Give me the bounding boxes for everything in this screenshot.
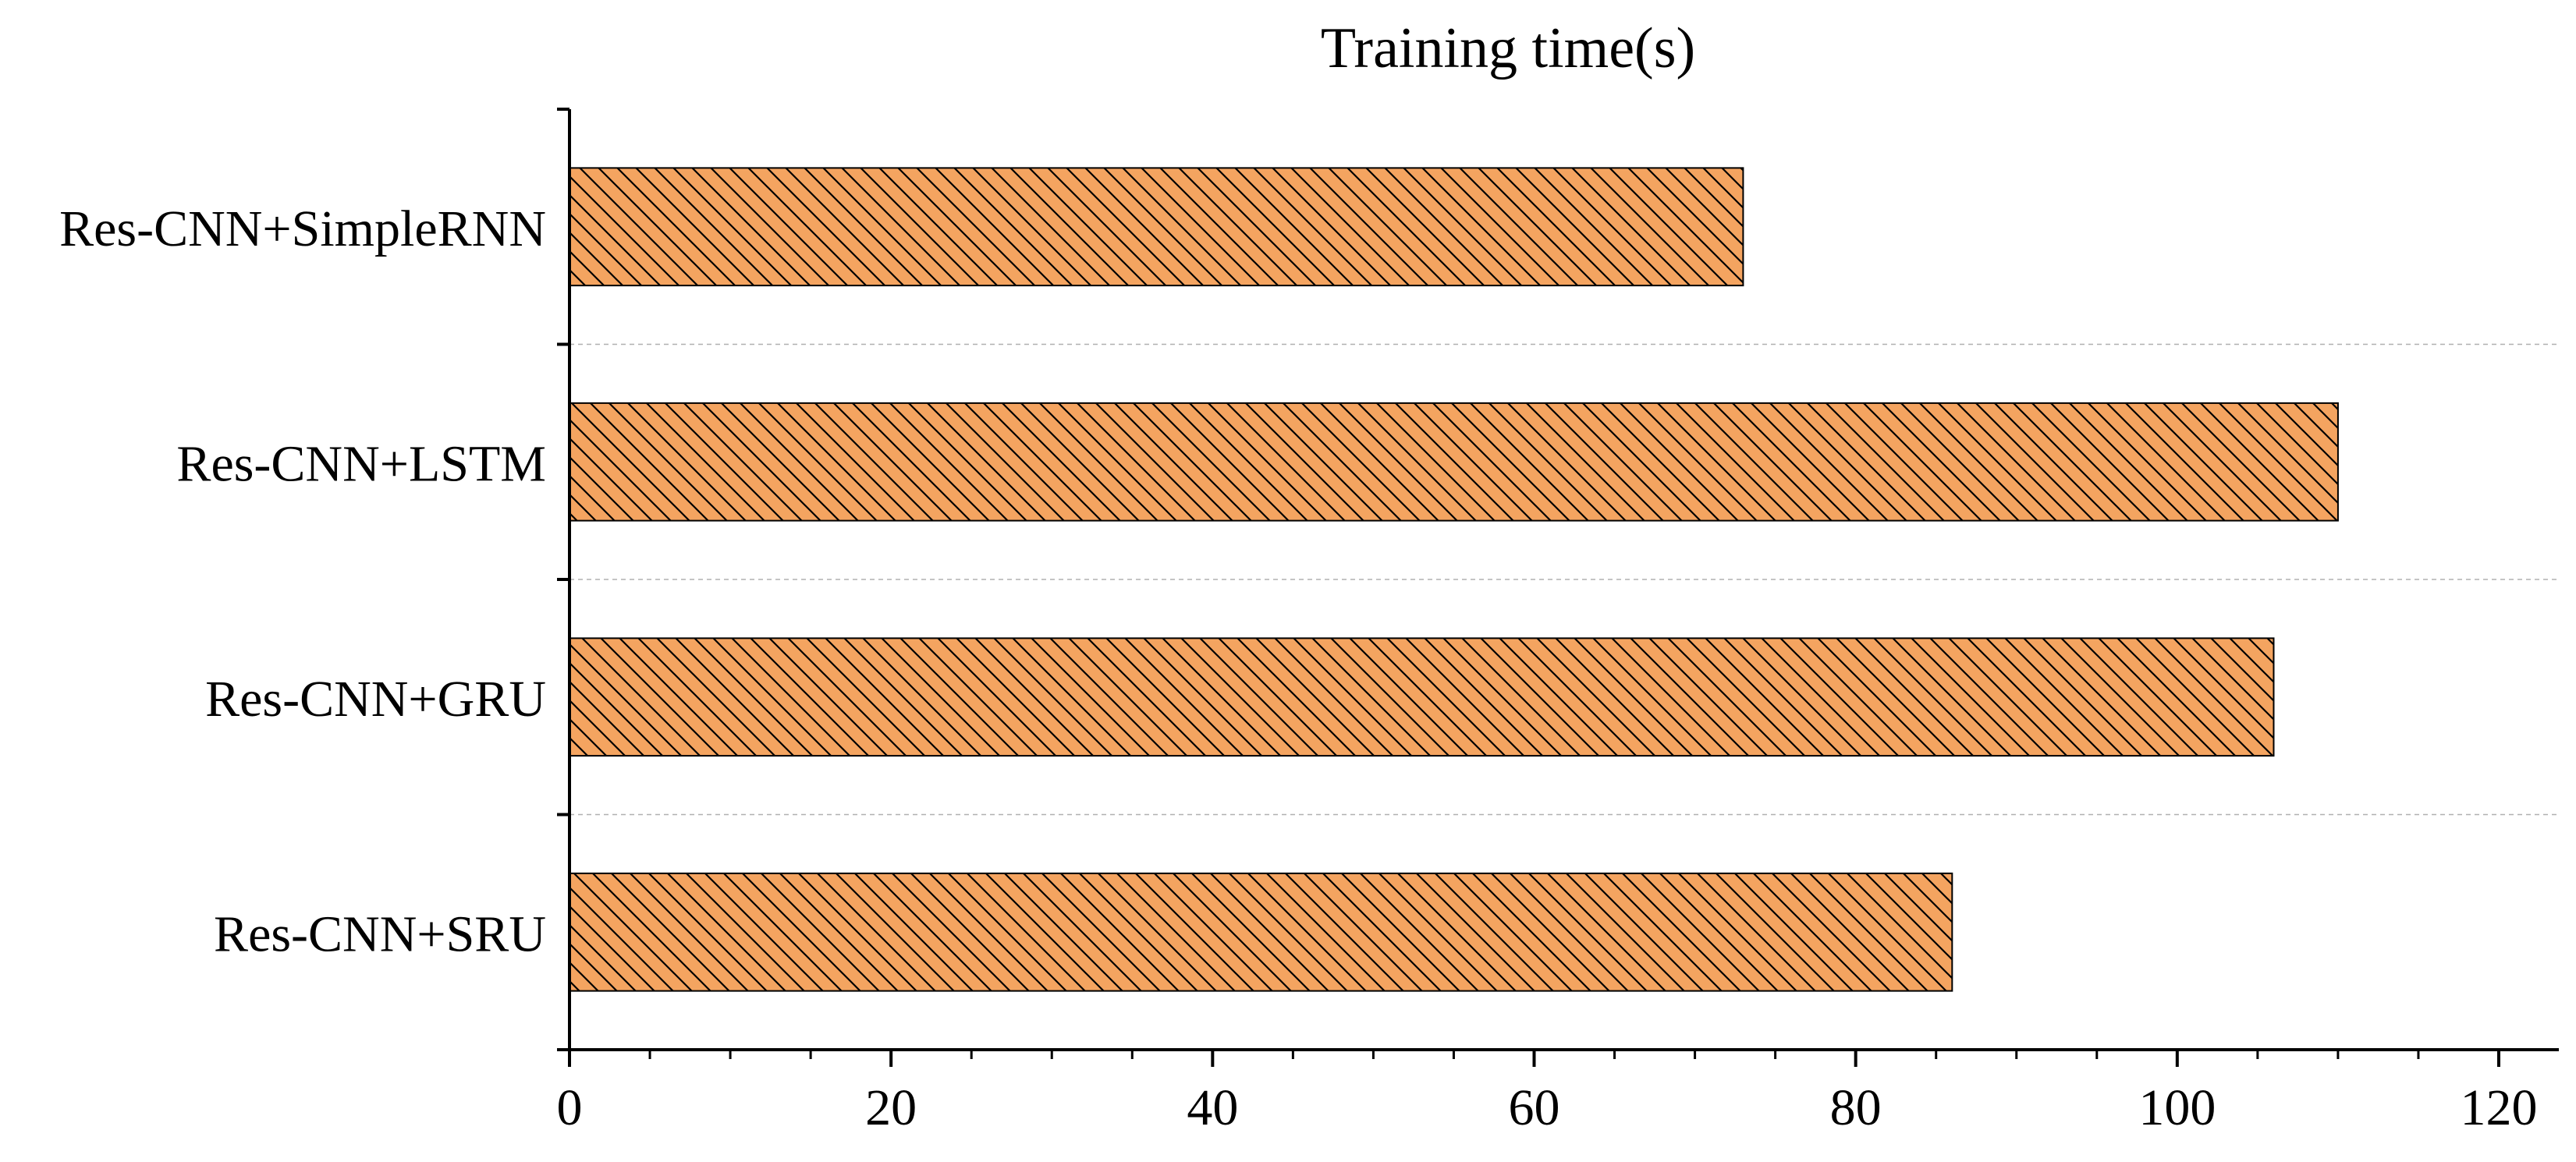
bar	[569, 637, 2275, 757]
x-tick-label: 40	[1187, 1079, 1238, 1136]
x-tick-label: 60	[1509, 1079, 1560, 1136]
category-label: Res-CNN+LSTM	[176, 435, 546, 492]
bars	[569, 167, 2339, 992]
grid-lines	[569, 343, 2559, 816]
category-label: Res-CNN+GRU	[205, 671, 546, 728]
x-tick-label: 0	[557, 1079, 583, 1136]
x-tick-label: 80	[1830, 1079, 1882, 1136]
category-label: Res-CNN+SimpleRNN	[59, 200, 546, 257]
labels: Res-CNN+SimpleRNN Res-CNN+LSTM Res-CNN+GRU…	[59, 200, 2537, 1136]
x-tick-label: 20	[865, 1079, 917, 1136]
category-label: Res-CNN+SRU	[214, 905, 546, 962]
axes	[557, 108, 2559, 1067]
x-tick-label: 120	[2461, 1079, 2538, 1136]
bar	[569, 872, 1953, 992]
x-tick-label: 100	[2138, 1079, 2216, 1136]
bar	[569, 167, 1744, 287]
chart-title: Training time(s)	[1321, 16, 1695, 80]
bar	[569, 402, 2339, 522]
